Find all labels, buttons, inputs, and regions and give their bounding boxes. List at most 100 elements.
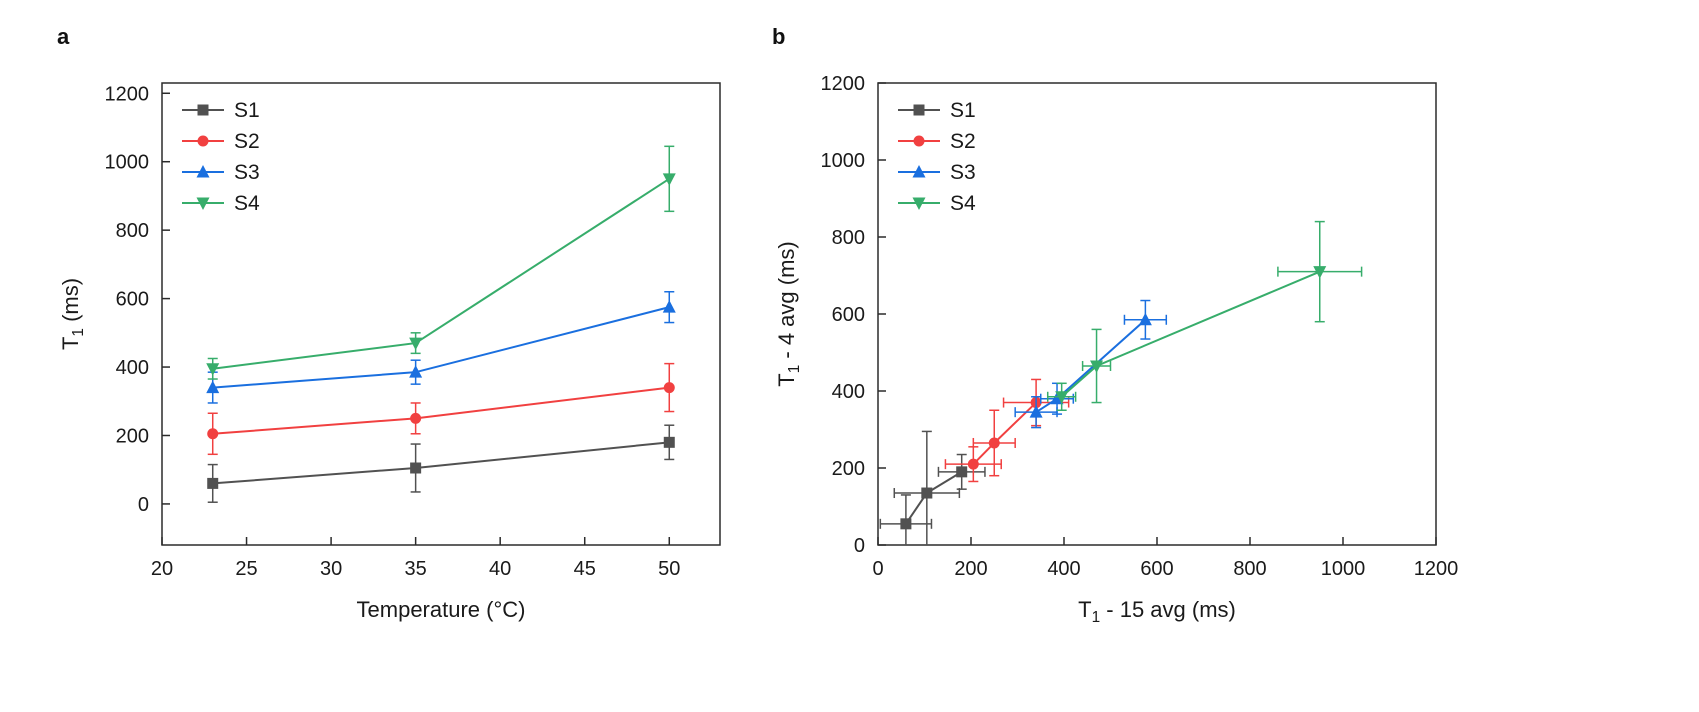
error-bars (879, 430, 986, 545)
x-tick-label: 25 (235, 558, 257, 580)
y-tick-label: 0 (138, 494, 149, 516)
y-axis-label: T1 - 4 avg (ms) (774, 241, 803, 386)
marker-square (207, 477, 219, 489)
error-bars (207, 362, 675, 456)
legend-label: S2 (950, 130, 976, 153)
x-tick-label: 50 (658, 558, 680, 580)
marker-triangle-up (1029, 405, 1043, 418)
marker-square (197, 104, 209, 116)
chart-svg-a: 20 25 30 35 40 45 50 0 200 400 600 800 1000 1200 Tempe… (58, 82, 721, 622)
legend: S1 S2 S3 S4 (182, 99, 260, 215)
marker-triangle-down (1090, 360, 1104, 373)
plot-frame (161, 82, 721, 546)
y-tick-label: 800 (832, 227, 865, 249)
marker-circle (207, 428, 219, 440)
marker-circle (967, 458, 979, 470)
series-line (212, 441, 670, 485)
legend-label: S1 (950, 99, 976, 122)
x-axis-label: Temperature (°C) (357, 597, 526, 622)
legend-label: S3 (234, 161, 260, 184)
y-tick-label: 400 (116, 357, 149, 379)
y-tick-label: 1200 (821, 73, 866, 95)
x-tick-label: 30 (320, 558, 342, 580)
marker-triangle-down (662, 173, 676, 186)
marker-triangle-down (1055, 391, 1069, 404)
x-tick-label: 45 (574, 558, 596, 580)
series-S3 (1014, 299, 1168, 429)
marker-circle (913, 135, 925, 147)
y-axis-label: T1 (ms) (58, 278, 87, 350)
marker-triangle-up (196, 165, 210, 178)
marker-triangle-up (1138, 312, 1152, 326)
x-tick-label: 200 (954, 558, 987, 580)
y-tick-label: 800 (116, 220, 149, 242)
x-tick-label: 0 (872, 558, 883, 580)
marker-circle (410, 412, 422, 424)
legend-label: S3 (950, 161, 976, 184)
x-tick-label: 1200 (1414, 558, 1459, 580)
y-tick-label: 1000 (105, 152, 150, 174)
marker-triangle-down (912, 197, 926, 210)
marker-square (900, 518, 912, 530)
error-bars (207, 145, 675, 380)
tick-labels: 0 200 400 600 800 1000 1200 0 200 400 600 800 1000 12… (821, 73, 1459, 580)
x-tick-label: 35 (405, 558, 427, 580)
marker-square (410, 462, 422, 474)
marker-square (913, 104, 925, 116)
marker-triangle-up (409, 365, 423, 378)
series-S4 (206, 145, 676, 380)
x-tick-label: 800 (1233, 558, 1266, 580)
series-line (905, 470, 963, 525)
chart-panel-b: 0 200 400 600 800 1000 1200 0 200 400 600 800 1000 12… (758, 38, 1478, 698)
axis-ticks (877, 82, 1437, 546)
y-tick-label: 0 (854, 535, 865, 557)
y-tick-label: 1200 (105, 83, 150, 105)
x-tick-label: 600 (1140, 558, 1173, 580)
panel-label-a: a (57, 24, 70, 49)
series-line (1061, 270, 1321, 398)
series-S1 (879, 430, 986, 545)
x-axis-label: T1 - 15 avg (ms) (1078, 597, 1236, 626)
panel-label-b: b (772, 24, 786, 49)
chart-panel-a: 20 25 30 35 40 45 50 0 200 400 600 800 1000 1200 Tempe… (42, 38, 762, 698)
marker-triangle-down (196, 197, 210, 210)
marker-square (921, 487, 933, 499)
series-S3 (206, 291, 676, 404)
y-tick-label: 1000 (821, 150, 866, 172)
error-bars (207, 291, 675, 404)
legend-label: S1 (234, 99, 260, 122)
tick-labels: 20 25 30 35 40 45 50 0 200 400 600 800 1000 1200 (105, 83, 681, 580)
marker-circle (197, 135, 209, 147)
y-tick-label: 600 (832, 304, 865, 326)
marker-triangle-up (206, 380, 220, 394)
x-tick-label: 40 (489, 558, 511, 580)
error-bars (207, 424, 675, 503)
series-S1 (207, 424, 675, 503)
marker-triangle-down (409, 337, 423, 351)
legend-label: S2 (234, 130, 260, 153)
series-S4 (1046, 220, 1363, 411)
x-tick-label: 400 (1047, 558, 1080, 580)
marker-triangle-up (912, 165, 926, 178)
y-tick-label: 600 (116, 289, 149, 311)
error-bars (1046, 220, 1363, 411)
legend-label: S4 (234, 192, 260, 215)
marker-square (663, 436, 675, 448)
marker-triangle-down (206, 363, 220, 376)
legend-label: S4 (950, 192, 976, 215)
marker-triangle-down (1313, 266, 1327, 279)
series-line (212, 386, 670, 435)
series-S2 (944, 378, 1070, 483)
series-line (212, 177, 670, 370)
x-tick-label: 20 (151, 558, 173, 580)
series-S2 (207, 362, 675, 456)
axis-ticks (161, 92, 671, 545)
chart-svg-b: 0 200 400 600 800 1000 1200 0 200 400 600 800 1000 12… (774, 73, 1459, 626)
marker-triangle-up (662, 300, 676, 313)
series-line (212, 306, 670, 389)
marker-square (956, 466, 968, 478)
y-tick-label: 200 (116, 425, 149, 447)
x-tick-label: 1000 (1321, 558, 1366, 580)
marker-circle (663, 382, 675, 394)
